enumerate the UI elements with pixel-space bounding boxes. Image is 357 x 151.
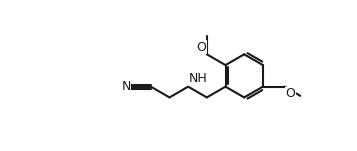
Text: NH: NH	[189, 72, 208, 85]
Text: O: O	[285, 87, 295, 100]
Text: N: N	[121, 80, 131, 93]
Text: O: O	[196, 40, 206, 54]
